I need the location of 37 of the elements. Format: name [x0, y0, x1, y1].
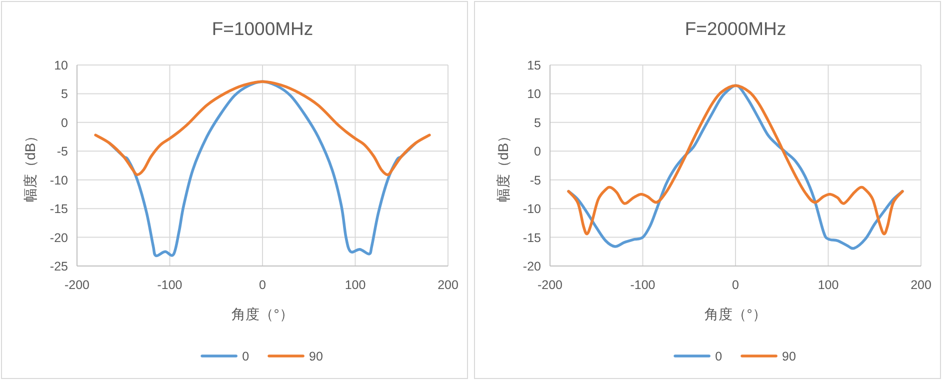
y-tick-label: -15 [522, 230, 542, 245]
legend-label: 0 [242, 350, 250, 364]
x-tick-label: -100 [157, 278, 182, 292]
x-tick-label: 200 [910, 278, 932, 292]
y-tick-label: 5 [61, 87, 68, 102]
legend-label: 0 [715, 350, 722, 364]
line-series [94, 80, 431, 176]
y-tick-label: -10 [50, 173, 68, 188]
x-tick-label: -200 [64, 278, 90, 292]
x-tick-label: 200 [438, 278, 458, 292]
y-tick-label: -20 [50, 230, 68, 245]
x-tick-label: 0 [259, 278, 266, 292]
y-tick-label: -25 [50, 260, 68, 274]
y-tick-label: -15 [50, 202, 68, 216]
x-tick-label: -100 [630, 278, 656, 292]
y-tick-label: 0 [61, 116, 68, 130]
y-tick-label: 10 [527, 87, 542, 102]
x-tick-label: 0 [732, 278, 740, 292]
y-tick-label: -10 [522, 202, 542, 216]
y-tick-label: -5 [56, 144, 68, 159]
y-tick-label: 0 [534, 144, 542, 159]
x-tick-label: -200 [537, 278, 563, 292]
y-tick-label: 15 [527, 58, 542, 72]
y-axis-title: 幅度（dB） [22, 128, 38, 202]
y-tick-label: -20 [522, 260, 542, 274]
x-axis-title: 角度（°） [704, 306, 766, 322]
x-tick-label: 100 [818, 278, 839, 292]
y-axis-title: 幅度（dB） [495, 128, 511, 202]
chart-title: F=1000MHz [212, 18, 314, 39]
x-tick-label: 100 [344, 278, 366, 292]
legend-label: 90 [782, 350, 796, 364]
chart-title: F=2000MHz [684, 18, 786, 39]
y-tick-label: -5 [530, 173, 542, 188]
legend-label: 90 [309, 350, 323, 364]
y-tick-label: 5 [534, 116, 542, 130]
y-tick-label: 10 [54, 58, 68, 72]
x-axis-title: 角度（°） [232, 306, 294, 322]
